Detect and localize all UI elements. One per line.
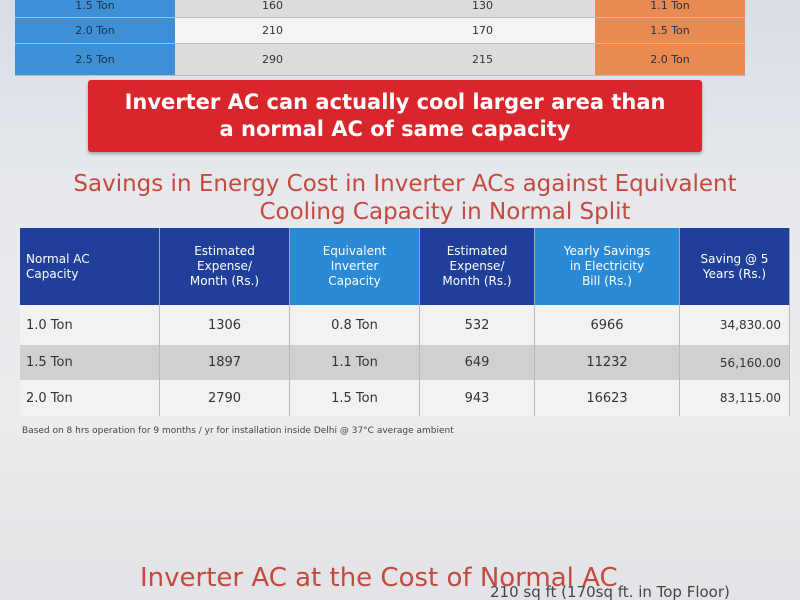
header-line: Capacity <box>26 266 79 281</box>
footnote: Based on 8 hrs operation for 9 months / … <box>22 426 454 436</box>
table-cell: 83,115.00 <box>680 380 790 416</box>
top-table-cell: 215 <box>370 44 595 76</box>
header-line: Bill (Rs.) <box>582 274 632 288</box>
title-line: Cooling Capacity in Normal Split <box>259 199 631 225</box>
table-cell: 34,830.00 <box>680 305 790 345</box>
header-cell: Saving @ 5 Years (Rs.) <box>680 228 790 305</box>
banner: Inverter AC can actually cool larger are… <box>88 80 702 152</box>
header-cell: Yearly Savings in Electricity Bill (Rs.) <box>535 228 680 305</box>
table-cell: 16623 <box>535 380 680 416</box>
top-table-cell: 170 <box>370 18 595 44</box>
top-table-cell: 2.0 Ton <box>595 44 745 76</box>
banner-line: Inverter AC can actually cool larger are… <box>124 90 666 114</box>
top-table-cell: 1.1 Ton <box>595 0 745 18</box>
section-title: Inverter AC at the Cost of Normal AC <box>140 563 618 593</box>
header-cell: Estimated Expense/Month (Rs.) <box>420 228 535 305</box>
top-table-cell: 210 <box>175 18 370 44</box>
banner-line: a normal AC of same capacity <box>219 117 571 141</box>
header-cell: Estimated Expense/Month (Rs.) <box>160 228 290 305</box>
title-line: Savings in Energy Cost in Inverter ACs a… <box>73 171 737 197</box>
table-cell: 1.1 Ton <box>290 345 420 380</box>
savings-table: Normal AC Capacity Estimated Expense/Month … <box>20 228 790 416</box>
top-table-cell: 1.5 Ton <box>595 18 745 44</box>
title: Savings in Energy Cost in Inverter ACs a… <box>30 170 780 226</box>
header-line: Normal AC <box>26 251 90 266</box>
table-cell: 2790 <box>160 380 290 416</box>
header-line: in Electricity <box>569 259 645 273</box>
header-line: Equivalent <box>322 244 387 258</box>
table-cell: 1.0 Ton <box>20 305 160 345</box>
table-cell: 1.5 Ton <box>20 345 160 380</box>
top-table-cell: 2.5 Ton <box>15 44 175 76</box>
table-cell: 1306 <box>160 305 290 345</box>
table-cell: 1897 <box>160 345 290 380</box>
table-cell: 6966 <box>535 305 680 345</box>
top-table-cell: 2.0 Ton <box>15 18 175 44</box>
table-cell: 56,160.00 <box>680 345 790 380</box>
table-cell: 649 <box>420 345 535 380</box>
table-cell: 943 <box>420 380 535 416</box>
table-cell: 1.5 Ton <box>290 380 420 416</box>
top-table: 1.5 Ton 160 130 1.1 Ton 2.0 Ton 210 170 1.5 Ton… <box>15 0 745 76</box>
table-cell: 0.8 Ton <box>290 305 420 345</box>
header-line: Years (Rs.) <box>702 266 767 281</box>
header-line: Capacity <box>328 274 381 288</box>
header-cell: Normal AC Capacity <box>20 228 160 305</box>
header-line: Inverter <box>330 259 379 273</box>
header-line: Estimated <box>446 244 508 258</box>
section-subtitle: 210 sq ft (170sq ft. in Top Floor) <box>490 583 730 600</box>
top-table-cell: 130 <box>370 0 595 18</box>
top-table-cell: 290 <box>175 44 370 76</box>
header-line: Month (Rs.) <box>442 274 512 288</box>
header-line: Expense/ <box>449 259 505 273</box>
table-cell: 532 <box>420 305 535 345</box>
header-cell: Equivalent Inverter Capacity <box>290 228 420 305</box>
top-table-cell: 160 <box>175 0 370 18</box>
header-line: Yearly Savings <box>563 244 651 258</box>
header-line: Expense/ <box>197 259 252 273</box>
table-cell: 11232 <box>535 345 680 380</box>
header-line: Estimated <box>194 244 255 258</box>
top-table-cell: 1.5 Ton <box>15 0 175 18</box>
header-line: Saving @ 5 <box>700 251 769 266</box>
header-line: Month (Rs.) <box>189 274 260 288</box>
table-cell: 2.0 Ton <box>20 380 160 416</box>
